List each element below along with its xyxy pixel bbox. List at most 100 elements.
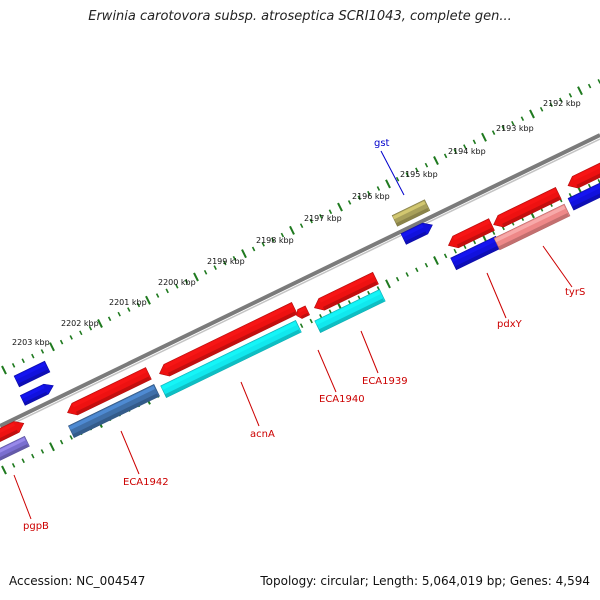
gene-red-left[interactable] (0, 418, 26, 449)
gene-acna-red[interactable] (157, 302, 298, 379)
outer-tick-minor (21, 358, 25, 364)
backbone-highlight (0, 138, 600, 431)
gene-blue-2[interactable] (19, 381, 55, 406)
gene-right-blue[interactable] (567, 181, 600, 211)
gene-labels: gst tyrS pdxY ECA1939 ECA1940 acnA ECA1942 pgpB (13, 138, 585, 532)
gene-label-leader (380, 150, 405, 196)
outer-tick-minor (261, 242, 265, 247)
inner-tick-major (49, 442, 55, 452)
gene-label-eca1939[interactable]: ECA1939 (362, 376, 408, 387)
outer-tick-track (1, 79, 600, 375)
backbone-track (0, 133, 600, 431)
outer-tick-minor (472, 139, 477, 145)
outer-tick-minor (175, 283, 179, 289)
gene-label-eca1940[interactable]: ECA1940 (319, 394, 365, 405)
inner-tick-major (385, 279, 391, 289)
outer-tick-major (385, 179, 391, 189)
gene-eca1939-red[interactable] (312, 271, 379, 313)
inner-tick-minor (69, 435, 73, 440)
outer-tick-minor (453, 148, 457, 154)
inner-tick-minor (568, 193, 573, 198)
gene-label-tyrs[interactable]: tyrS (565, 287, 585, 298)
outer-tick-minor (88, 325, 93, 331)
outer-tick-minor (11, 363, 16, 368)
outer-tick-minor (424, 162, 429, 168)
gene-right-red[interactable] (565, 162, 600, 191)
outer-tick-minor (367, 190, 371, 196)
outer-tick-minor (280, 232, 285, 238)
outer-tick-minor (309, 218, 313, 224)
gene-eca1940-red[interactable] (294, 305, 310, 320)
gene-label-leader (542, 245, 573, 288)
outer-tick-minor (568, 93, 573, 98)
outer-tick-minor (491, 130, 496, 135)
gene-label-pdxy[interactable]: pdxY (497, 319, 523, 330)
outer-tick-major (529, 109, 535, 119)
outer-tick-minor (501, 125, 505, 131)
inner-tick-minor (443, 253, 448, 259)
outer-tick-minor (415, 167, 419, 173)
outer-tick-minor (155, 293, 160, 298)
gene-lavender-left[interactable] (0, 435, 30, 465)
outer-tick-major (1, 365, 7, 375)
gene-label-gst[interactable]: gst (374, 138, 390, 149)
gene-tyrs-red[interactable] (491, 187, 562, 230)
inner-tick-minor (309, 318, 313, 324)
outer-tick-minor (328, 209, 333, 215)
topology-text: Topology: circular; Length: 5,064,019 bp… (260, 574, 590, 588)
gene-label-eca1942[interactable]: ECA1942 (123, 477, 169, 488)
gene-pdxy-red[interactable] (446, 218, 495, 252)
outer-tick-minor (271, 237, 275, 243)
gene-label-acna[interactable]: acnA (250, 429, 275, 440)
inner-tick-minor (59, 439, 64, 445)
outer-tick-minor (232, 255, 237, 261)
scale-label: 2199 kbp (207, 257, 245, 266)
outer-tick-minor (463, 144, 467, 149)
scale-label: 2196 kbp (352, 192, 390, 201)
inner-tick-minor (11, 463, 16, 468)
inner-tick-major (1, 465, 7, 475)
scale-labels: 2192 kbp 2193 kbp 2194 kbp 2195 kbp 2196 kbp… (12, 99, 581, 347)
outer-tick-minor (539, 106, 544, 112)
outer-tick-major (193, 272, 199, 282)
gene-tyrs-cds[interactable] (493, 203, 571, 251)
outer-tick-minor (587, 83, 592, 89)
gene-pdxy-blue[interactable] (450, 235, 502, 271)
gene-gst-cds[interactable] (391, 199, 431, 227)
outer-tick-minor (357, 195, 361, 201)
inner-tick-minor (40, 449, 45, 454)
gene-eca1942-red[interactable] (65, 367, 152, 419)
outer-tick-major (433, 156, 439, 166)
gene-blue-1[interactable] (13, 360, 51, 388)
outer-tick-minor (299, 223, 304, 229)
outer-tick-minor (69, 335, 73, 340)
gene-acna-cds[interactable] (160, 320, 302, 398)
gene-eca1942-cds[interactable] (68, 384, 160, 438)
gene-eca1939-cds[interactable] (314, 289, 386, 333)
outer-tick-minor (511, 120, 515, 126)
outer-tick-major (337, 202, 343, 212)
outer-tick-minor (520, 116, 525, 121)
gene-gst-blue[interactable] (400, 220, 435, 245)
feature-track (0, 162, 600, 465)
gene-label-leader (120, 430, 140, 475)
gene-label-leader (240, 381, 260, 427)
gene-label-leader (360, 330, 379, 374)
outer-tick-minor (184, 279, 189, 284)
outer-tick-minor (59, 339, 64, 345)
outer-tick-major (481, 132, 487, 142)
gene-label-pgpb[interactable]: pgpB (23, 521, 49, 532)
scale-label: 2192 kbp (543, 99, 581, 108)
outer-tick-minor (79, 330, 83, 336)
scale-label: 2194 kbp (448, 147, 486, 156)
outer-tick-minor (127, 307, 131, 312)
gene-label-leader (13, 474, 32, 520)
outer-tick-minor (251, 246, 256, 252)
inner-tick-minor (405, 272, 409, 277)
scale-label: 2203 kbp (12, 338, 50, 347)
inner-tick-major (433, 256, 439, 266)
scale-label: 2195 kbp (400, 170, 438, 179)
outer-tick-major (289, 225, 295, 235)
